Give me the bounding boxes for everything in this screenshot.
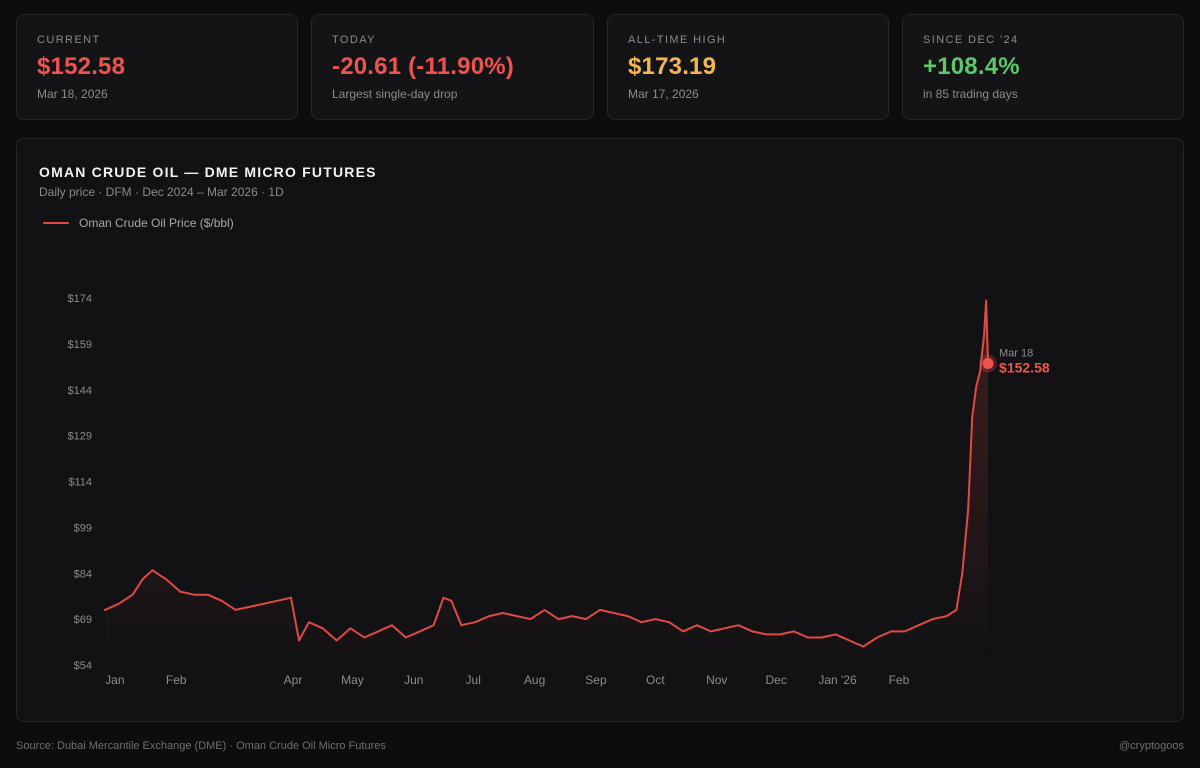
stat-value: $173.19 [628,53,717,80]
chart-panel: $54 $69 $84 $99 $114 $129 $144 $159 $174 Jan Feb Ap… [16,138,1184,722]
stat-label: ALL-TIME HIGH [628,34,727,46]
x-tick-label: Jul [466,673,481,687]
annotation-date: Mar 18 [999,348,1033,360]
y-tick-label: $69 [74,614,92,626]
footer-handle[interactable]: @cryptogoos [1119,740,1184,752]
x-tick-label: Jan '26 [818,673,857,687]
x-tick-label: Sep [585,673,607,687]
stat-value: $152.58 [37,53,126,80]
footer-source: Source: Dubai Mercantile Exchange (DME) … [16,740,386,752]
stat-sub: in 85 trading days [923,87,1018,101]
last-point-marker [982,358,994,370]
y-tick-label: $174 [68,293,92,305]
y-tick-label: $84 [74,568,92,580]
x-tick-label: Feb [889,673,910,687]
chart-plot: $54 $69 $84 $99 $114 $129 $144 $159 $174 Jan Feb Ap… [68,293,1050,687]
annotation-value: $152.58 [999,360,1050,376]
stat-sub: Largest single-day drop [332,87,458,101]
y-tick-label: $144 [68,385,92,397]
stat-value: +108.4% [923,53,1020,80]
stat-card-current: CURRENT $152.58 Mar 18, 2026 [16,14,298,120]
stat-sub: Mar 18, 2026 [37,87,108,101]
x-tick-label: Dec [765,673,786,687]
x-tick-label: May [341,673,364,687]
stat-card-all-time-high: ALL-TIME HIGH $173.19 Mar 17, 2026 [607,14,889,120]
chart-subtitle: Daily price · DFM · Dec 2024 – Mar 2026 … [39,185,284,199]
y-tick-label: $129 [68,431,92,443]
series-area [104,300,988,665]
stat-card-today: TODAY -20.61 (-11.90%) Largest single-da… [311,14,594,120]
stat-sub: Mar 17, 2026 [628,87,699,101]
y-tick-label: $99 [74,522,92,534]
y-tick-label: $114 [68,477,92,489]
y-tick-label: $54 [74,660,92,672]
x-tick-label: Jan [105,673,124,687]
stat-card-since-dec: SINCE DEC '24 +108.4% in 85 trading days [902,14,1184,120]
chart-legend[interactable]: Oman Crude Oil Price ($/bbl) [43,216,234,230]
series-line [103,299,989,648]
x-tick-label: Feb [166,673,187,687]
y-tick-label: $159 [68,339,92,351]
stat-value: -20.61 (-11.90%) [332,53,514,80]
x-tick-label: Aug [524,673,545,687]
x-tick-label: Apr [284,673,303,687]
chart-title: OMAN CRUDE OIL — DME MICRO FUTURES [39,164,377,180]
x-tick-label: Oct [646,673,665,687]
x-tick-label: Jun [404,673,423,687]
stat-label: SINCE DEC '24 [923,34,1019,46]
stat-label: CURRENT [37,34,101,46]
x-tick-label: Nov [706,673,727,687]
legend-swatch [43,222,69,224]
legend-label: Oman Crude Oil Price ($/bbl) [79,216,234,230]
stat-label: TODAY [332,34,376,46]
